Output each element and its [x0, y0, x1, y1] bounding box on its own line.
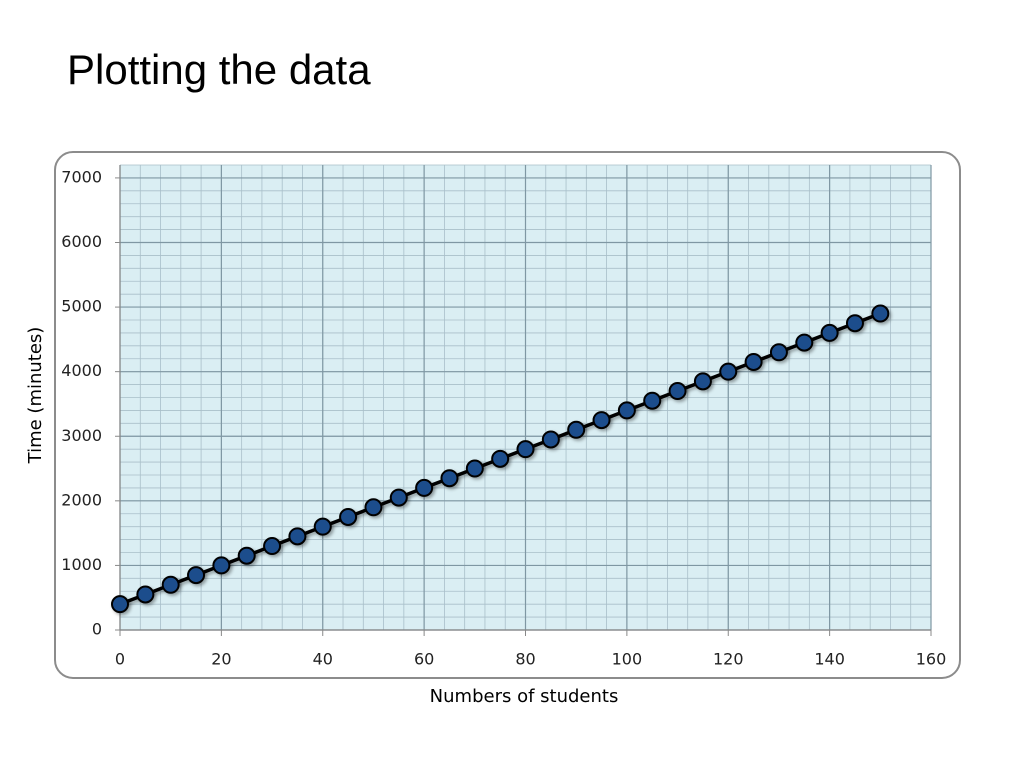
x-tick-label: 0 — [115, 650, 125, 669]
data-point — [693, 372, 712, 391]
x-axis-title: Numbers of students — [430, 686, 619, 707]
data-point — [541, 430, 560, 449]
data-point — [136, 585, 155, 604]
data-point — [719, 362, 738, 381]
data-point — [212, 556, 231, 575]
y-axis-title: Time (minutes) — [25, 327, 46, 465]
x-tick-label: 160 — [916, 650, 947, 669]
data-point — [668, 382, 687, 401]
x-tick-label: 40 — [313, 650, 333, 669]
y-tick-label: 7000 — [61, 167, 102, 186]
data-point — [820, 323, 839, 342]
x-tick-label: 20 — [211, 650, 231, 669]
data-point — [389, 488, 408, 507]
data-point — [364, 498, 383, 517]
y-tick-label: 5000 — [61, 297, 102, 316]
data-point — [263, 537, 282, 556]
x-tick-label: 100 — [612, 650, 643, 669]
x-tick-label: 60 — [414, 650, 434, 669]
data-point — [339, 507, 358, 526]
x-tick-label: 80 — [515, 650, 535, 669]
y-tick-label: 6000 — [61, 232, 102, 251]
x-tick-label: 120 — [713, 650, 744, 669]
data-point — [871, 304, 890, 323]
data-point — [440, 469, 459, 488]
chart: 0 1000 2000 3000 4000 5000 6000 7000 0 20 40 60 80 10… — [61, 164, 947, 669]
data-point — [313, 517, 332, 536]
slide-title: Plotting the data — [67, 46, 371, 93]
data-point — [187, 566, 206, 585]
data-point — [795, 333, 814, 352]
y-tick-label: 3000 — [61, 426, 102, 445]
data-point — [111, 595, 129, 614]
data-point — [769, 343, 788, 362]
data-point — [592, 411, 611, 430]
y-tick-label: 1000 — [61, 555, 102, 574]
data-point — [237, 546, 256, 565]
data-point — [516, 440, 535, 459]
y-tick-label: 4000 — [61, 361, 102, 380]
data-point — [617, 401, 636, 420]
y-tick-label: 0 — [92, 620, 102, 639]
data-point — [643, 391, 662, 410]
data-point — [465, 459, 484, 478]
data-point — [415, 478, 434, 497]
x-tick-label: 140 — [814, 650, 845, 669]
y-tick-label: 2000 — [61, 490, 102, 509]
data-point — [288, 527, 307, 546]
data-point — [567, 420, 586, 439]
data-point — [491, 449, 510, 468]
data-point — [744, 352, 763, 371]
data-point — [845, 314, 864, 333]
data-point — [161, 575, 180, 594]
